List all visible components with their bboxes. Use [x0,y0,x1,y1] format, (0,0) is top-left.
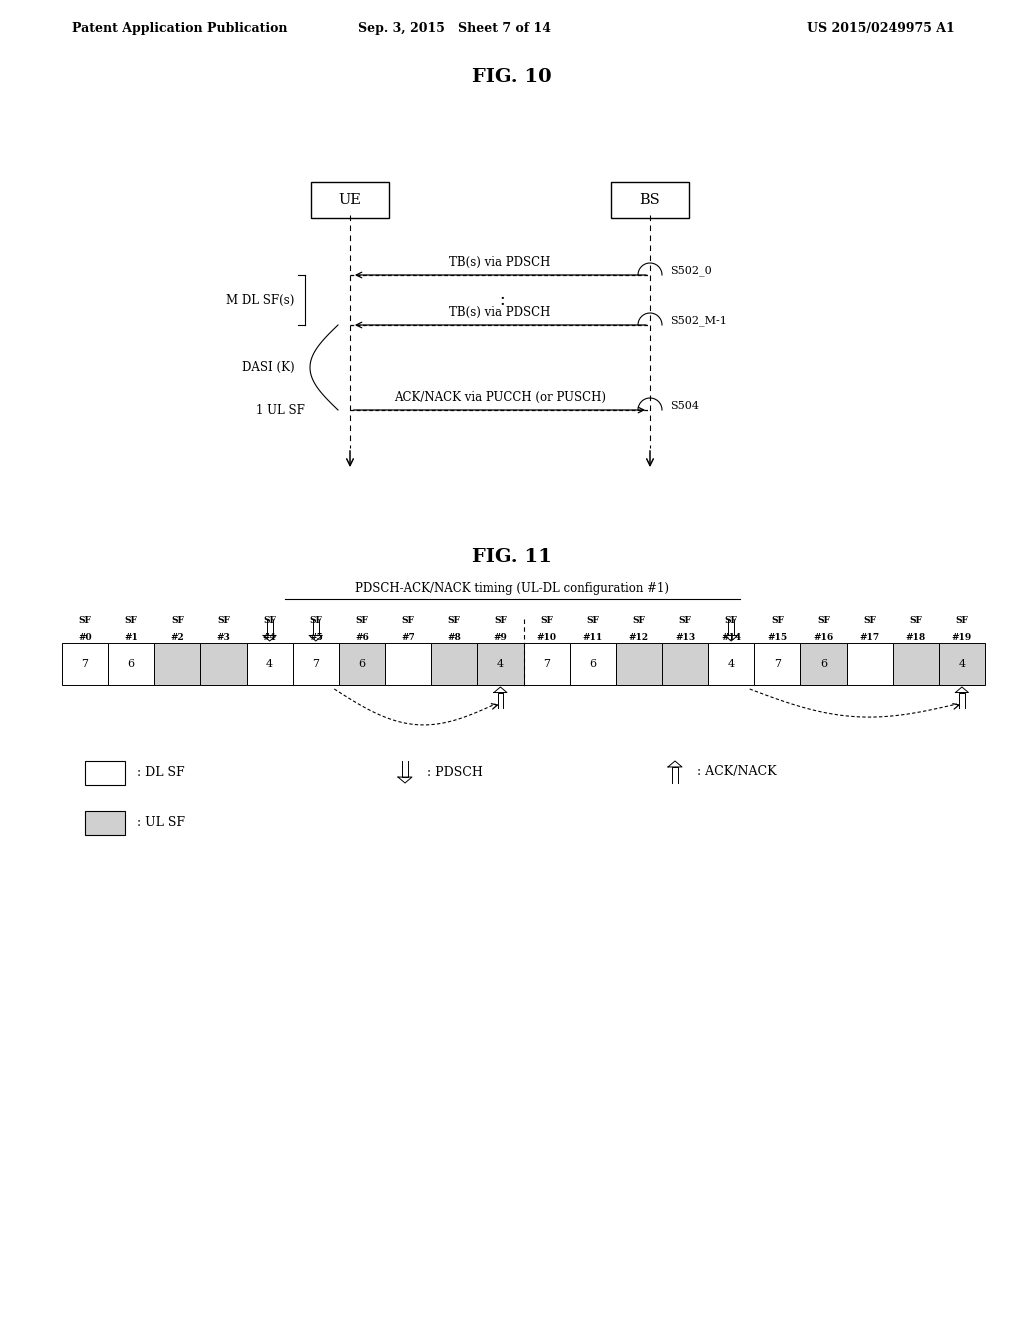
Text: #15: #15 [767,634,787,643]
FancyBboxPatch shape [611,182,689,218]
Bar [477,643,523,685]
Bar [247,643,293,685]
Text: #12: #12 [629,634,649,643]
Text: FIG. 11: FIG. 11 [472,548,552,566]
Text: SF: SF [909,616,923,624]
Text: SF: SF [633,616,645,624]
Bar [62,643,109,685]
Text: #9: #9 [494,634,507,643]
Text: 7: 7 [774,659,781,669]
Text: SF: SF [955,616,969,624]
Text: SF: SF [401,616,415,624]
Text: : PDSCH: : PDSCH [427,766,483,779]
Text: Patent Application Publication: Patent Application Publication [72,22,288,36]
Text: 4: 4 [497,659,504,669]
Text: S504: S504 [670,401,699,411]
Text: Sep. 3, 2015   Sheet 7 of 14: Sep. 3, 2015 Sheet 7 of 14 [358,22,552,36]
Text: #4: #4 [263,634,276,643]
Text: BS: BS [640,193,660,207]
Text: #7: #7 [401,634,415,643]
Text: ACK/NACK via PUCCH (or PUSCH): ACK/NACK via PUCCH (or PUSCH) [394,391,606,404]
Text: #0: #0 [78,634,92,643]
Bar [569,643,615,685]
Text: : UL SF: : UL SF [137,817,185,829]
Text: #3: #3 [217,634,230,643]
Text: 6: 6 [128,659,135,669]
Text: SF: SF [447,616,461,624]
Text: #14: #14 [721,634,741,643]
Text: #2: #2 [171,634,184,643]
Text: #1: #1 [124,634,138,643]
Text: UE: UE [339,193,361,207]
Text: SF: SF [771,616,783,624]
Text: 1 UL SF: 1 UL SF [256,404,305,417]
Text: #10: #10 [537,634,557,643]
Text: SF: SF [817,616,829,624]
Text: SF: SF [540,616,553,624]
Text: #19: #19 [951,634,972,643]
Bar [801,643,847,685]
Text: #11: #11 [583,634,603,643]
Text: DASI (K): DASI (K) [243,360,295,374]
Bar [293,643,339,685]
Text: SF: SF [263,616,276,624]
Text: TB(s) via PDSCH: TB(s) via PDSCH [450,306,551,319]
Text: 7: 7 [82,659,88,669]
Text: 4: 4 [266,659,273,669]
Text: SF: SF [494,616,507,624]
Text: SF: SF [355,616,369,624]
Text: SF: SF [217,616,230,624]
Text: SF: SF [171,616,184,624]
Text: SF: SF [863,616,877,624]
Bar [109,643,155,685]
Text: #13: #13 [675,634,695,643]
Text: 7: 7 [312,659,319,669]
Text: M DL SF(s): M DL SF(s) [225,293,294,306]
Bar [709,643,755,685]
Text: #16: #16 [813,634,834,643]
Text: :: : [494,290,506,309]
Text: FIG. 10: FIG. 10 [472,69,552,86]
Text: US 2015/0249975 A1: US 2015/0249975 A1 [807,22,955,36]
Bar [893,643,939,685]
Bar [662,643,709,685]
Bar [755,643,801,685]
Text: 4: 4 [728,659,735,669]
Bar [523,643,569,685]
Text: #8: #8 [447,634,461,643]
Text: 6: 6 [358,659,366,669]
Bar [615,643,662,685]
Text: S502_M-1: S502_M-1 [670,315,727,326]
Text: SF: SF [725,616,737,624]
Text: #5: #5 [309,634,323,643]
Text: SF: SF [679,616,691,624]
Text: 6: 6 [589,659,596,669]
Text: 4: 4 [958,659,966,669]
Text: #18: #18 [905,634,926,643]
Bar [939,643,985,685]
Text: : ACK/NACK: : ACK/NACK [697,766,776,779]
Bar [385,643,431,685]
Text: : DL SF: : DL SF [137,767,184,780]
Text: SF: SF [309,616,323,624]
Text: 7: 7 [543,659,550,669]
Text: #17: #17 [859,634,880,643]
Text: TB(s) via PDSCH: TB(s) via PDSCH [450,256,551,269]
Bar [201,643,247,685]
Text: PDSCH-ACK/NACK timing (UL-DL configuration #1): PDSCH-ACK/NACK timing (UL-DL configurati… [355,582,669,595]
Text: 6: 6 [820,659,827,669]
Bar [85,762,125,785]
Bar [847,643,893,685]
Bar [85,810,125,836]
Text: SF: SF [79,616,91,624]
Bar [155,643,201,685]
Text: #6: #6 [355,634,369,643]
Text: S502_0: S502_0 [670,265,712,276]
Bar [431,643,477,685]
Bar [339,643,385,685]
Text: SF: SF [587,616,599,624]
FancyBboxPatch shape [311,182,389,218]
Text: SF: SF [125,616,137,624]
